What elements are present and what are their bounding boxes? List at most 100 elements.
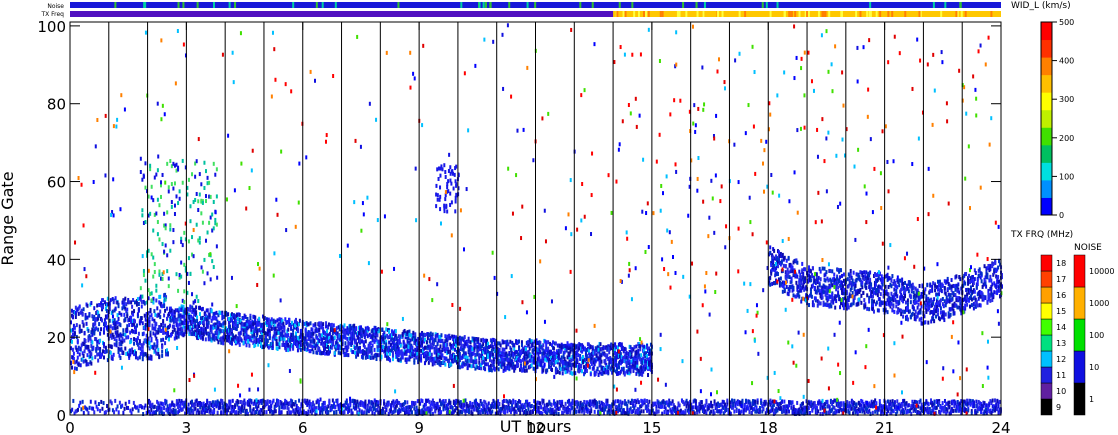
echo-point bbox=[471, 401, 474, 406]
echo-point bbox=[262, 411, 265, 416]
echo-point bbox=[409, 354, 412, 359]
echo-point bbox=[565, 409, 568, 414]
echo-point bbox=[930, 398, 933, 403]
echo-point bbox=[70, 320, 72, 325]
echo-point bbox=[536, 400, 539, 405]
echo-point bbox=[843, 402, 846, 407]
echo-point bbox=[421, 408, 424, 413]
echo-point bbox=[392, 399, 395, 404]
echo-point bbox=[458, 401, 461, 406]
echo-point bbox=[407, 408, 410, 413]
echo-point bbox=[647, 403, 650, 408]
echo-point bbox=[413, 358, 416, 363]
echo-point bbox=[580, 409, 583, 414]
echo-point bbox=[573, 402, 576, 407]
echo-point bbox=[817, 401, 820, 406]
echo-point bbox=[261, 336, 264, 341]
echo-point bbox=[740, 409, 743, 414]
echo-point bbox=[801, 407, 804, 412]
echo-point bbox=[824, 406, 827, 411]
echo-point bbox=[439, 336, 442, 341]
echo-point bbox=[492, 357, 495, 362]
echo-point bbox=[739, 410, 742, 415]
echo-point bbox=[594, 402, 597, 407]
echo-point bbox=[994, 408, 997, 413]
echo-point bbox=[590, 402, 593, 407]
echo-point bbox=[216, 399, 219, 404]
echo-point bbox=[71, 327, 74, 332]
echo-point bbox=[333, 410, 336, 415]
echo-point bbox=[327, 322, 330, 327]
echo-point bbox=[945, 401, 948, 406]
echo-point bbox=[504, 406, 507, 411]
echo-point bbox=[372, 404, 375, 409]
echo-point bbox=[337, 350, 340, 355]
echo-point bbox=[233, 314, 236, 319]
echo-point bbox=[365, 348, 368, 353]
echo-point bbox=[117, 346, 120, 351]
echo-point bbox=[698, 409, 701, 414]
txfreq-strip-mark bbox=[828, 11, 831, 17]
echo-point bbox=[88, 405, 91, 410]
echo-point bbox=[274, 402, 277, 407]
echo-point bbox=[424, 398, 427, 403]
echo-point bbox=[251, 334, 254, 339]
echo-point bbox=[302, 409, 305, 414]
echo-point bbox=[585, 408, 588, 413]
echo-point bbox=[173, 403, 176, 408]
echo-point bbox=[785, 404, 788, 409]
echo-point bbox=[457, 348, 460, 353]
echo-point bbox=[550, 402, 553, 407]
echo-point bbox=[934, 406, 937, 411]
echo-point bbox=[886, 399, 889, 404]
echo-point bbox=[998, 410, 1001, 415]
echo-point bbox=[403, 342, 406, 347]
top-strips: Noise TX Freq bbox=[40, 2, 1001, 18]
echo-point bbox=[315, 400, 318, 405]
echo-point bbox=[249, 408, 252, 413]
echo-point bbox=[173, 327, 176, 332]
echo-point bbox=[817, 409, 820, 414]
echo-point bbox=[917, 404, 920, 409]
echo-point bbox=[207, 404, 210, 409]
echo-point bbox=[324, 351, 327, 356]
echo-point bbox=[835, 400, 838, 405]
echo-point bbox=[472, 359, 475, 364]
echo-point bbox=[430, 406, 433, 411]
txfreq-strip-mark bbox=[817, 11, 820, 17]
echo-point bbox=[985, 403, 988, 408]
echo-point bbox=[446, 342, 449, 347]
echo-point bbox=[775, 400, 778, 405]
echo-point bbox=[287, 327, 290, 332]
echo-point bbox=[862, 401, 865, 406]
echo-point bbox=[511, 403, 514, 408]
echo-point bbox=[926, 406, 929, 411]
echo-point bbox=[357, 403, 360, 408]
echo-point bbox=[193, 407, 196, 412]
echo-point bbox=[231, 398, 234, 403]
echo-point bbox=[589, 399, 592, 404]
echo-point bbox=[619, 400, 622, 405]
echo-point bbox=[462, 407, 465, 412]
echo-point bbox=[280, 410, 283, 415]
echo-point bbox=[483, 399, 486, 404]
echo-point bbox=[955, 408, 958, 413]
echo-point bbox=[153, 309, 156, 314]
echo-point bbox=[589, 403, 592, 408]
echo-point bbox=[400, 403, 403, 408]
echo-point bbox=[450, 411, 453, 416]
echo-point bbox=[143, 301, 146, 306]
echo-point bbox=[157, 351, 160, 356]
echo-point bbox=[115, 340, 118, 345]
echo-point bbox=[614, 399, 617, 404]
echo-point bbox=[196, 315, 199, 320]
echo-point bbox=[211, 404, 214, 409]
echo-point bbox=[149, 411, 152, 416]
echo-point bbox=[737, 410, 740, 415]
echo-point bbox=[273, 404, 276, 409]
echo-point bbox=[300, 342, 303, 347]
echo-point bbox=[415, 411, 418, 416]
echo-point bbox=[288, 410, 291, 415]
echo-point bbox=[797, 411, 800, 416]
echo-point bbox=[369, 355, 372, 360]
